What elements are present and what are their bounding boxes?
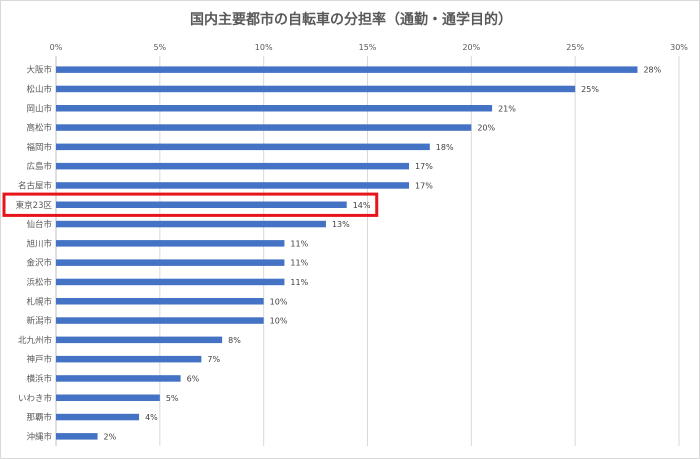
y-tick-label: 大阪市 (26, 65, 52, 76)
y-axis-ticks: 大阪市松山市岡山市高松市福岡市広島市名古屋市東京23区仙台市旭川市金沢市浜松市札… (16, 65, 53, 443)
bar (56, 336, 223, 344)
bar (56, 162, 410, 170)
y-tick-label: いわき市 (18, 393, 53, 404)
y-tick-label: 仙台市 (26, 219, 52, 230)
data-label: 11% (290, 278, 308, 287)
data-label: 10% (270, 297, 288, 306)
bar (56, 182, 410, 189)
highlight-box (2, 192, 379, 217)
data-labels: 28% 25% 21% 20% 18% 17% 17% 14% 13% 11% 11% 11% 10% 1… (104, 66, 662, 442)
y-tick-label: 那覇市 (26, 412, 52, 423)
data-label: 17% (415, 162, 433, 171)
highlight-box-group (2, 192, 379, 217)
x-tick-label: 25% (566, 43, 584, 52)
data-label: 10% (270, 317, 288, 326)
data-label: 4% (145, 413, 158, 422)
y-tick-label: 広島市 (26, 161, 52, 172)
y-tick-label: 金沢市 (26, 258, 52, 269)
bars (56, 66, 638, 440)
bar (56, 220, 326, 228)
data-label: 13% (332, 220, 350, 229)
bar (56, 394, 160, 401)
y-tick-label: 岡山市 (26, 103, 52, 114)
data-label: 25% (581, 85, 599, 94)
data-label: 5% (166, 394, 179, 403)
y-tick-label: 北九州市 (18, 335, 53, 346)
data-label: 7% (207, 355, 220, 364)
y-tick-label: 松山市 (26, 84, 52, 95)
bar (56, 124, 472, 131)
x-tick-label: 5% (153, 43, 166, 52)
x-tick-label: 0% (50, 43, 63, 52)
y-tick-label: 高松市 (26, 123, 52, 134)
y-tick-label: 沖縄市 (26, 431, 52, 442)
x-tick-label: 20% (462, 43, 480, 52)
y-tick-label: 新潟市 (26, 316, 52, 327)
data-label: 6% (187, 374, 200, 383)
data-label: 14% (353, 201, 371, 210)
data-label: 11% (290, 259, 308, 268)
y-tick-label: 名古屋市 (18, 180, 53, 191)
y-tick-label: 横浜市 (26, 373, 52, 384)
bar (56, 317, 264, 324)
data-label: 11% (290, 239, 308, 248)
x-axis-ticks: 0% 5% 10% 15% 20% 25% 30% (50, 43, 689, 52)
chart-title: 国内主要都市の自転車の分担率（通勤・通学目的） (190, 12, 512, 28)
bar (56, 240, 285, 247)
x-tick-label: 30% (670, 43, 688, 52)
data-label: 17% (415, 181, 433, 190)
x-tick-label: 15% (359, 43, 377, 52)
data-label: 21% (498, 104, 516, 113)
bar (56, 355, 202, 363)
y-tick-label: 札幌市 (26, 296, 52, 307)
gridlines (55, 56, 680, 446)
bar (56, 413, 140, 421)
bar (56, 433, 98, 440)
bar (56, 66, 638, 73)
data-label: 2% (104, 432, 117, 441)
bar (56, 278, 285, 286)
y-tick-label: 旭川市 (26, 238, 52, 249)
bar (56, 105, 493, 112)
bar (56, 375, 181, 382)
data-label: 20% (477, 124, 495, 133)
y-tick-label: 浜松市 (26, 277, 52, 288)
data-label: 8% (228, 336, 241, 345)
y-tick-label: 東京23区 (16, 200, 53, 211)
bar (56, 298, 264, 305)
x-tick-label: 10% (255, 43, 273, 52)
data-label: 28% (643, 66, 661, 75)
y-tick-label: 神戸市 (26, 354, 52, 365)
data-label: 18% (436, 143, 454, 152)
y-tick-label: 福岡市 (26, 142, 52, 153)
bar (56, 201, 347, 208)
bar (56, 143, 430, 151)
bar (56, 85, 576, 93)
bar (56, 259, 285, 266)
